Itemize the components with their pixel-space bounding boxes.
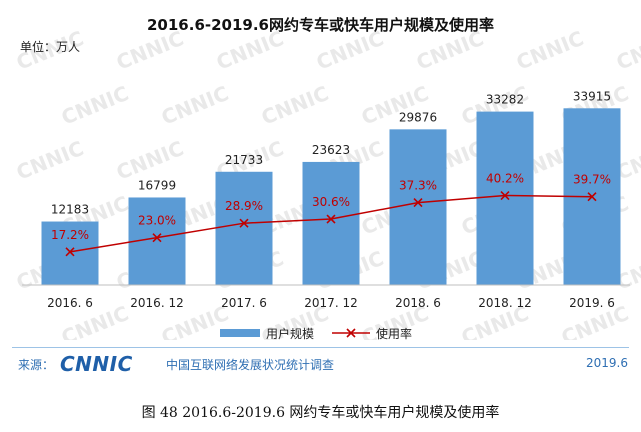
legend-label-rate: 使用率 (376, 326, 412, 341)
chart-plot: 12183 2016. 6 16799 2016. 12 21733 2017. 6 236… (22, 89, 630, 341)
bar-5 (389, 129, 447, 285)
usage-rate-marker-6 (500, 190, 510, 201)
bar-4 (302, 161, 360, 285)
legend-swatch-users (220, 329, 260, 337)
usage-rate-label-6: 40.2% (486, 172, 524, 186)
usage-rate-marker-5 (413, 198, 423, 208)
x-tick-label-6: 2018. 12 (478, 296, 531, 310)
chart-title: 2016.6-2019.6网约专车或快车用户规模及使用率 (147, 16, 494, 34)
source-row: 来源： CNNIC 中国互联网络发展状况统计调查 2019.6 (18, 352, 628, 376)
usage-rate-label-3: 28.9% (225, 199, 263, 213)
legend-marker-rate (346, 328, 356, 338)
x-tick-label-7: 2019. 6 (569, 296, 615, 310)
usage-rate-label-7: 39.7% (573, 173, 611, 187)
bar-value-label-5: 29876 (399, 110, 437, 124)
x-tick-label-4: 2017. 12 (304, 296, 357, 310)
usage-rate-label-2: 23.0% (138, 214, 176, 228)
usage-rate-label-5: 37.3% (399, 179, 437, 193)
source-date: 2019.6 (586, 356, 628, 370)
bar-value-label-7: 33915 (573, 89, 611, 103)
source-org-name: 中国互联网络发展状况统计调查 (166, 358, 335, 372)
bar-value-label-4: 23623 (312, 143, 350, 157)
x-tick-label-2: 2016. 12 (130, 296, 183, 310)
usage-rate-marker-2 (152, 233, 162, 243)
usage-rate-label-1: 17.2% (51, 228, 89, 242)
x-tick-label-3: 2017. 6 (221, 296, 267, 310)
usage-rate-marker-7 (587, 192, 597, 202)
usage-rate-marker-1 (65, 247, 75, 257)
figure-caption: 图 48 2016.6-2019.6 网约专车或快车用户规模及使用率 (141, 405, 500, 421)
source-divider (12, 347, 629, 348)
bar-value-label-1: 12183 (51, 203, 89, 217)
legend-label-users: 用户规模 (266, 326, 314, 341)
chart-frame: CNNIC CNNIC CNNIC CNNIC CNNIC CNNIC CNNIC CNNIC… (12, 16, 641, 376)
source-label: 来源： (18, 358, 55, 372)
bar-value-label-6: 33282 (486, 93, 524, 107)
usage-rate-marker-4 (326, 214, 336, 224)
bar-3 (215, 171, 273, 285)
bar-6 (476, 111, 534, 286)
usage-rate-marker-3 (239, 218, 249, 228)
cnnic-logo: CNNIC (60, 352, 133, 376)
x-tick-label-1: 2016. 6 (47, 296, 93, 310)
usage-rate-label-4: 30.6% (312, 195, 350, 209)
unit-label: 单位：万人 (20, 40, 81, 54)
x-tick-label-5: 2018. 6 (395, 296, 441, 310)
bar-value-label-2: 16799 (138, 178, 176, 192)
bar-1 (41, 221, 99, 285)
bar-value-label-3: 21733 (225, 153, 263, 167)
